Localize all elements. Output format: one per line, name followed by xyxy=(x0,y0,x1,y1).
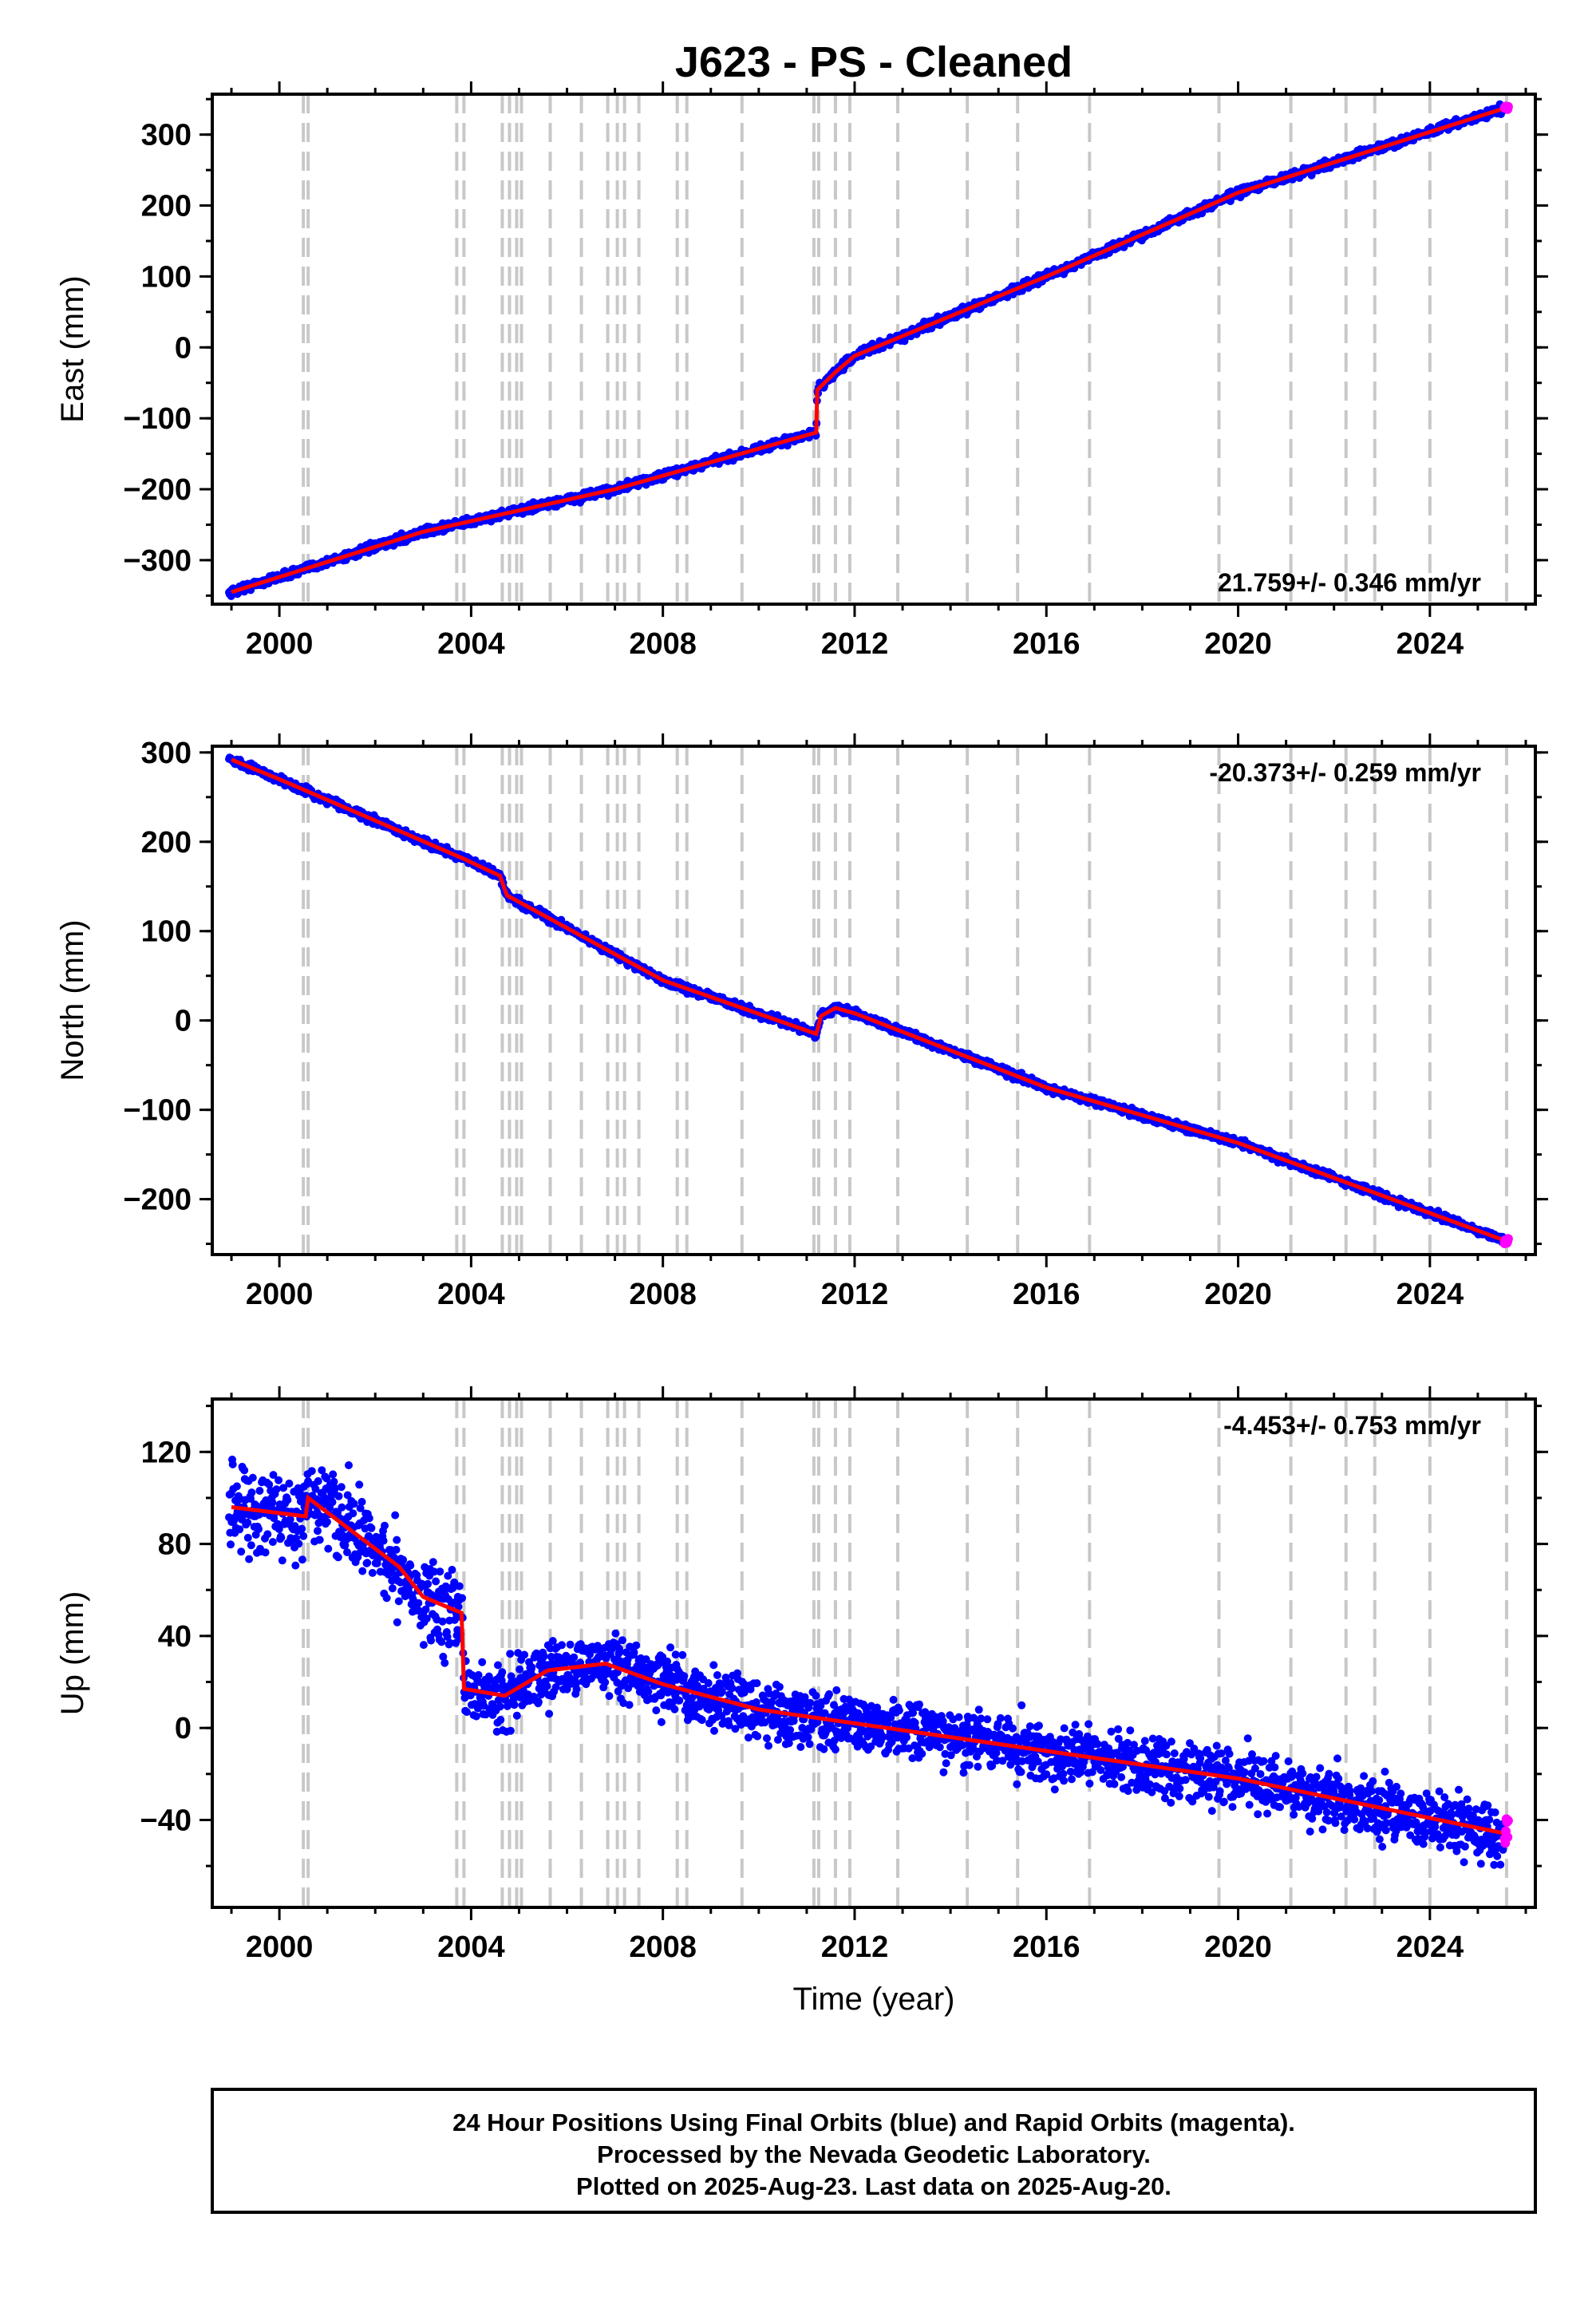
north-y-tick-label: 100 xyxy=(141,915,192,949)
east-y-tick-label: −200 xyxy=(123,473,192,507)
up-rapid-point xyxy=(1503,1832,1513,1842)
north-final-orbit-points xyxy=(225,753,1508,1247)
east-y-label: East (mm) xyxy=(55,275,90,422)
up-final-orbit-points xyxy=(225,1455,1508,1869)
east-y-tick-label: 200 xyxy=(141,190,192,223)
east-y-tick-label: 300 xyxy=(141,119,192,152)
up-axes: −40 0 40 80 120 2000 2004 2008 2012 2016 2020 2024 xyxy=(140,1386,1548,1964)
north-x-tick-label: 2012 xyxy=(821,1278,889,1311)
east-x-tick-label: 2004 xyxy=(437,627,505,661)
x-axis-label: Time (year) xyxy=(793,1982,955,2017)
north-y-tick-label: −100 xyxy=(123,1094,192,1128)
east-frame xyxy=(211,93,1537,606)
north-y-tick-label: 200 xyxy=(141,826,192,860)
footer-line-1: 24 Hour Positions Using Final Orbits (bl… xyxy=(452,2109,1295,2136)
up-y-tick-label: 120 xyxy=(141,1436,192,1469)
east-panel: −300 −200 −100 0 100 200 300 2000 2004 2008 2012 20… xyxy=(55,81,1548,661)
north-y-tick-label: −200 xyxy=(123,1184,192,1217)
north-x-tick-label: 2008 xyxy=(629,1278,697,1311)
north-x-tick-label: 2000 xyxy=(246,1278,314,1311)
east-x-tick-label: 2012 xyxy=(821,627,889,661)
north-axes: −200 −100 0 100 200 300 2000 2004 2008 2012 2016 20… xyxy=(123,733,1548,1311)
east-x-tick-label: 2020 xyxy=(1204,627,1272,661)
north-x-tick-label: 2004 xyxy=(437,1278,505,1311)
footer-line-2: Processed by the Nevada Geodetic Laborat… xyxy=(597,2140,1151,2168)
up-x-tick-label: 2016 xyxy=(1013,1931,1080,1964)
east-rapid-points xyxy=(1499,101,1513,114)
up-data-points xyxy=(225,1455,1508,1869)
up-rapid-points xyxy=(1499,1814,1513,1848)
east-axes: −300 −200 −100 0 100 200 300 2000 2004 2008 2012 20… xyxy=(123,81,1548,661)
north-data-points xyxy=(225,753,1508,1247)
east-x-tick-label: 2000 xyxy=(246,627,314,661)
north-x-tick-label: 2016 xyxy=(1013,1278,1080,1311)
footer-box: 24 Hour Positions Using Final Orbits (bl… xyxy=(211,2088,1537,2214)
chart-title: J623 - PS - Cleaned xyxy=(675,38,1073,86)
up-x-tick-label: 2020 xyxy=(1204,1931,1272,1964)
north-frame xyxy=(211,745,1537,1256)
north-rapid-point xyxy=(1503,1234,1513,1244)
up-rate-label: -4.453+/- 0.753 mm/yr xyxy=(1223,1411,1481,1440)
up-y-tick-label: −40 xyxy=(140,1804,192,1837)
north-x-tick-label: 2024 xyxy=(1396,1278,1464,1311)
up-x-tick-label: 2012 xyxy=(821,1931,889,1964)
up-x-tick-label: 2000 xyxy=(246,1931,314,1964)
north-panel: −200 −100 0 100 200 300 2000 2004 2008 2012 2016 20… xyxy=(55,733,1548,1311)
north-y-tick-label: 300 xyxy=(141,737,192,770)
north-y-label: North (mm) xyxy=(55,919,90,1081)
up-y-label: Up (mm) xyxy=(55,1591,90,1716)
up-x-tick-label: 2004 xyxy=(437,1931,505,1964)
up-y-tick-label: 80 xyxy=(158,1528,192,1562)
east-y-tick-label: −300 xyxy=(123,544,192,578)
east-y-tick-label: −100 xyxy=(123,402,192,436)
up-y-tick-label: 0 xyxy=(175,1712,192,1745)
north-rate-label: -20.373+/- 0.259 mm/yr xyxy=(1209,758,1481,787)
east-model-line xyxy=(231,105,1507,595)
up-x-tick-label: 2024 xyxy=(1396,1931,1464,1964)
east-x-tick-label: 2008 xyxy=(629,627,697,661)
north-model-line xyxy=(231,757,1507,1243)
east-x-tick-label: 2016 xyxy=(1013,627,1080,661)
east-x-tick-label: 2024 xyxy=(1396,627,1464,661)
east-y-tick-label: 100 xyxy=(141,260,192,294)
up-frame xyxy=(211,1397,1537,1909)
up-model-line xyxy=(231,1494,1507,1836)
east-rapid-point xyxy=(1503,101,1513,112)
up-rapid-point xyxy=(1503,1816,1513,1826)
up-x-tick-label: 2008 xyxy=(629,1931,697,1964)
east-y-tick-label: 0 xyxy=(175,331,192,365)
north-x-tick-label: 2020 xyxy=(1204,1278,1272,1311)
north-rapid-points xyxy=(1499,1234,1513,1248)
north-y-tick-label: 0 xyxy=(175,1005,192,1038)
east-rate-label: 21.759+/- 0.346 mm/yr xyxy=(1218,568,1481,597)
footer-line-3: Plotted on 2025-Aug-23. Last data on 202… xyxy=(576,2172,1171,2200)
up-y-tick-label: 40 xyxy=(158,1620,192,1654)
